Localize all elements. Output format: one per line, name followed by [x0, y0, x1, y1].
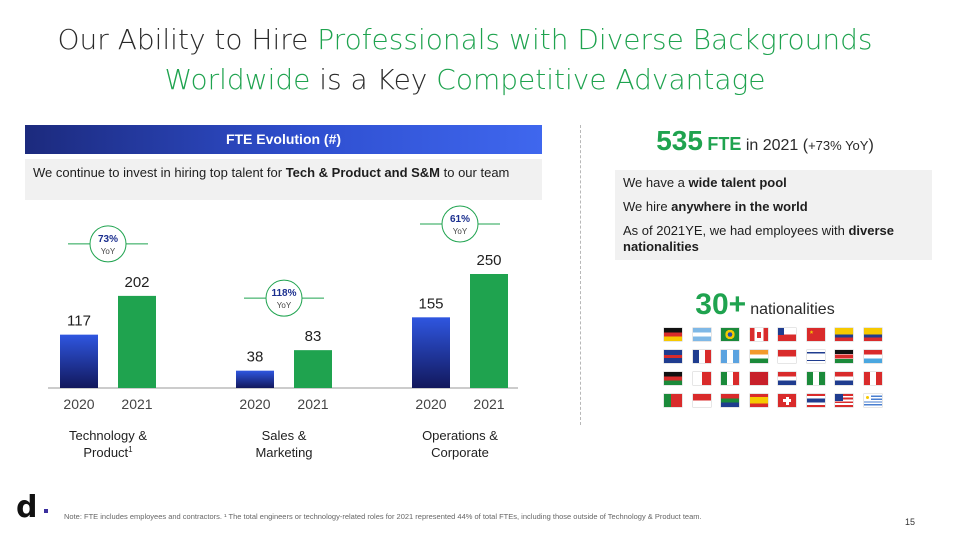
- nigeria-flag: [806, 372, 825, 385]
- china-flag: [806, 328, 825, 341]
- france-flag: [692, 350, 711, 363]
- growth-label: YoY: [101, 247, 116, 256]
- page-title: Our Ability to Hire Professionals with D…: [0, 20, 930, 100]
- growth-bubble: [89, 225, 127, 263]
- guatemala-flag: [721, 350, 739, 363]
- bar-value-label: 155: [418, 295, 443, 312]
- indonesia-flag: [778, 350, 796, 363]
- flags-grid: [664, 328, 884, 407]
- spain-flag: [749, 394, 768, 407]
- uk-flag: [664, 350, 682, 363]
- argentina-flag: [692, 328, 711, 341]
- bar-2020: [236, 370, 274, 388]
- title-highlight: Competitive Advantage: [436, 63, 766, 96]
- uruguay-flag: [863, 394, 882, 407]
- category-label: Marketing: [255, 445, 312, 460]
- peru-flag: [863, 372, 882, 385]
- portugal-flag: [664, 394, 682, 407]
- growth-bubble: [265, 279, 303, 317]
- canada-flag: [749, 328, 768, 341]
- nationalities-label: nationalities: [750, 301, 835, 318]
- brazil-flag: [721, 328, 739, 341]
- nationalities-value: 30+: [695, 288, 747, 321]
- growth-bubble: [441, 205, 479, 243]
- title-text: Our Ability to Hire: [57, 23, 318, 56]
- company-logo: d: [16, 490, 38, 525]
- mexico-flag: [721, 372, 739, 385]
- category-label: Technology &: [69, 428, 147, 443]
- talent-point: As of 2021YE, we had employees with dive…: [623, 223, 895, 254]
- section-divider: [580, 125, 581, 425]
- category-label: Sales &: [262, 428, 307, 443]
- south-africa-flag: [721, 394, 739, 407]
- fte-description: We continue to invest in hiring top tale…: [25, 159, 542, 200]
- growth-label: YoY: [277, 301, 292, 310]
- kenya-flag: [835, 350, 853, 363]
- category-label: Product1: [83, 445, 133, 460]
- logo-dot: [44, 509, 48, 513]
- chile-flag: [778, 328, 796, 341]
- title-highlight: Worldwide: [164, 63, 311, 96]
- category-label: Operations &: [422, 428, 498, 443]
- germany-flag: [664, 328, 682, 341]
- year-tick-label: 2020: [239, 396, 270, 412]
- talent-box: We have a wide talent pool We hire anywh…: [615, 170, 932, 260]
- israel-flag: [806, 350, 825, 363]
- year-tick-label: 2021: [297, 396, 328, 412]
- bar-value-label: 83: [305, 328, 322, 345]
- growth-value: 61%: [450, 214, 470, 225]
- bar-2020: [412, 317, 450, 388]
- fte-bar-chart: 117 2020 202 2021 Technology & Product1 73% YoY…: [48, 205, 518, 460]
- bar-value-label: 117: [67, 313, 91, 330]
- footnote: Note: FTE includes employees and contrac…: [64, 512, 702, 521]
- kpi-unit: FTE: [707, 134, 742, 154]
- title-highlight: Professionals with Diverse Backgrounds: [317, 23, 873, 56]
- singapore-flag: [692, 394, 711, 407]
- bar-value-label: 250: [476, 252, 501, 269]
- usa-flag: [835, 394, 853, 407]
- bar-2021: [294, 350, 332, 388]
- bar-2020: [60, 334, 98, 388]
- bar-value-label: 202: [124, 274, 149, 291]
- thailand-flag: [806, 394, 825, 407]
- morocco-flag: [749, 372, 768, 385]
- talent-point: We hire anywhere in the world: [623, 199, 808, 214]
- fte-kpi: 535 FTE in 2021 (+73% YoY): [656, 125, 874, 156]
- growth-value: 118%: [271, 288, 296, 299]
- bar-2021: [470, 274, 508, 388]
- kpi-change: +73% YoY: [808, 138, 869, 153]
- netherlands-flag: [778, 372, 796, 385]
- nationalities-kpi: 30+ nationalities: [600, 288, 930, 322]
- bar-2021: [118, 295, 156, 388]
- year-tick-label: 2020: [415, 396, 446, 412]
- talent-point: We have a wide talent pool: [623, 175, 787, 190]
- kpi-value: 535: [656, 125, 703, 156]
- year-tick-label: 2021: [121, 396, 152, 412]
- colombia-flag: [835, 328, 853, 341]
- year-tick-label: 2020: [63, 396, 94, 412]
- paraguay-flag: [835, 372, 853, 385]
- ecuador-flag: [863, 328, 882, 341]
- bar-value-label: 38: [247, 349, 264, 366]
- india-flag: [749, 350, 768, 363]
- malawi-flag: [664, 372, 682, 385]
- fte-evolution-header: FTE Evolution (#): [25, 125, 542, 154]
- switzerland-flag: [778, 394, 796, 407]
- year-tick-label: 2021: [473, 396, 504, 412]
- page-number: 15: [904, 517, 915, 527]
- luxembourg-flag: [863, 350, 882, 363]
- growth-value: 73%: [98, 234, 118, 245]
- title-text: is a Key: [310, 63, 437, 96]
- growth-label: YoY: [453, 227, 468, 236]
- category-label: Corporate: [431, 445, 489, 460]
- malta-flag: [692, 372, 711, 385]
